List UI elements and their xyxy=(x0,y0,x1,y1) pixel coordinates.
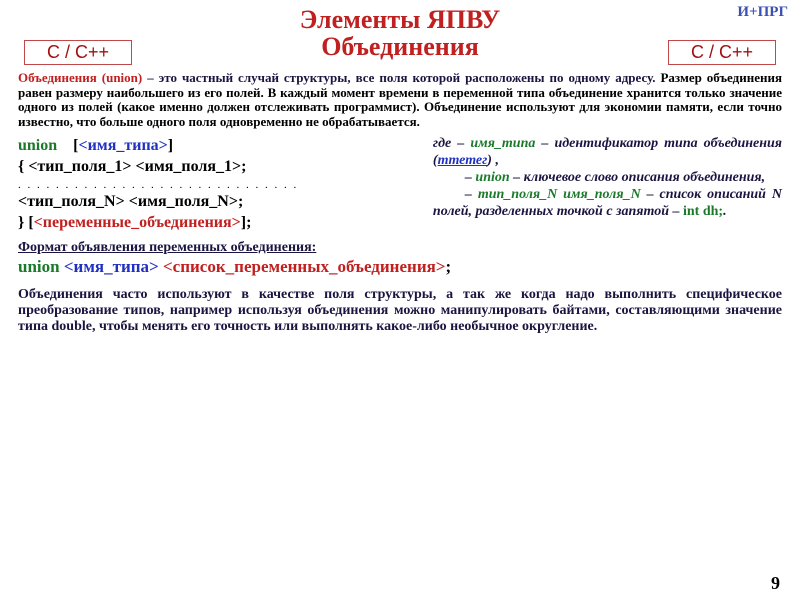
semi: ; xyxy=(241,158,246,175)
syntax-block: union [<имя_типа>] { <тип_поля_1> <имя_п… xyxy=(18,136,423,233)
d3d: int dh; xyxy=(683,204,723,219)
semi2: ; xyxy=(238,193,243,210)
d1a: где – xyxy=(433,136,470,151)
d1e: ) , xyxy=(487,153,499,168)
d2c: – ключевое слово описания объединения, xyxy=(510,170,765,185)
kw-union: union xyxy=(18,137,57,154)
d3a: – xyxy=(465,187,478,202)
vd-list: <список_переменных_объединения> xyxy=(163,257,446,276)
np1: <имя_поля_1> xyxy=(135,158,241,175)
vd-kw: union xyxy=(18,257,60,276)
d2b: union xyxy=(475,170,509,185)
vd-tn: <имя_типа> xyxy=(64,257,159,276)
d3b: тип_поля_N имя_поля_N xyxy=(478,187,641,202)
rbr: ] xyxy=(168,137,173,154)
close-brace: } xyxy=(18,214,28,231)
vd-semi: ; xyxy=(446,257,452,276)
semi3: ; xyxy=(246,214,251,231)
intro-mid: – это частный случай структуры, все поля… xyxy=(142,70,660,85)
tpN: <тип_поля_N> xyxy=(18,193,125,210)
var-decl-header: Формат объявления переменных объединения… xyxy=(18,240,782,256)
open-brace: { xyxy=(18,158,28,175)
corner-tag: И+ПРГ xyxy=(737,4,788,21)
d2a: – xyxy=(465,170,476,185)
badge-left: C / C++ xyxy=(24,40,132,65)
badge-right: C / C++ xyxy=(668,40,776,65)
page-number: 9 xyxy=(771,573,780,594)
d1b: имя_типа xyxy=(470,136,535,151)
desc-block: где – имя_типа – идентификатор типа объе… xyxy=(433,136,782,233)
var-decl-line: union <имя_типа> <список_переменных_объе… xyxy=(18,257,782,277)
outro-paragraph: Объединения часто используют в качестве … xyxy=(18,287,782,335)
dots: . . . . . . . . . . . . . . . . . . . . … xyxy=(18,178,423,192)
vars: <переменные_объединения> xyxy=(34,214,241,231)
intro-paragraph: Объединения (union) – это частный случай… xyxy=(18,71,782,131)
type-name: <имя_типа> xyxy=(78,137,167,154)
intro-emph: Объединения (union) xyxy=(18,70,142,85)
title-line-1: Элементы ЯПВУ xyxy=(18,6,782,33)
tp1: <тип_поля_1> xyxy=(28,158,131,175)
npN: <имя_поля_N> xyxy=(129,193,238,210)
mtetag-link: mтетег xyxy=(438,153,488,168)
d3e: . xyxy=(723,204,727,219)
